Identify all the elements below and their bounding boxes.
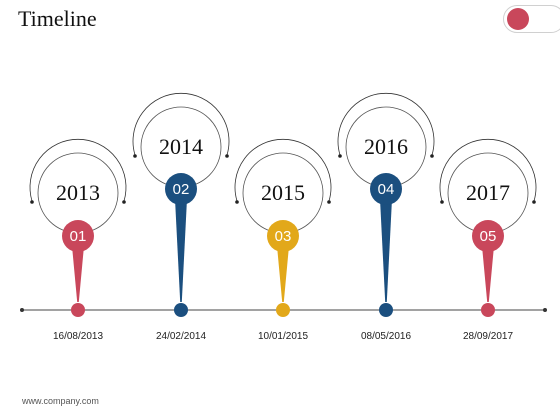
year-label: 2016 [364,134,408,159]
arc-dot-right [122,200,126,204]
arc-dot-right [225,154,229,158]
pin-stem [277,246,289,302]
milestone-1: 2013 01 16/08/2013 [29,138,127,342]
arc-dot-left [235,200,239,204]
milestone-number: 04 [378,181,395,198]
milestone-3: 2015 03 10/01/2015 [234,138,332,342]
toggle-switch[interactable] [503,5,560,33]
milestone-number: 01 [70,228,87,245]
milestone-date: 16/08/2013 [53,331,103,342]
milestone-number: 02 [173,181,190,198]
arc-dot-left [30,200,34,204]
axis-dot [276,303,290,317]
pin-head [165,173,197,205]
milestone-date: 08/05/2016 [361,331,411,342]
page-title: Timeline [18,6,97,31]
arc-dot-left [133,154,137,158]
pin-stem [72,246,84,302]
arc-dot-right [532,200,536,204]
axis-end-right [543,308,547,312]
outer-arc [234,138,332,202]
axis-dot [481,303,495,317]
milestone-date: 10/01/2015 [258,331,308,342]
arc-dot-left [338,154,342,158]
year-label: 2015 [261,180,305,205]
milestone-4: 2016 04 08/05/2016 [337,92,435,342]
pin-stem [380,199,392,302]
milestone-number: 03 [275,228,292,245]
arc-dot-right [430,154,434,158]
axis-dot [379,303,393,317]
milestone-2: 2014 02 24/02/2014 [132,92,230,342]
year-label: 2017 [466,180,510,205]
milestone-date: 28/09/2017 [463,331,513,342]
toggle-knob[interactable] [507,8,529,30]
milestone-5: 2017 05 28/09/2017 [439,138,537,342]
arc-dot-right [327,200,331,204]
pin-head [472,220,504,252]
year-label: 2013 [56,180,100,205]
footer-url: www.company.com [22,396,99,406]
pin-head [62,220,94,252]
milestone-date: 24/02/2014 [156,331,206,342]
axis-end-left [20,308,24,312]
outer-arc [132,92,230,156]
pin-stem [482,246,494,302]
axis-dot [174,303,188,317]
year-label: 2014 [159,134,203,159]
outer-arc [439,138,537,202]
axis-dot [71,303,85,317]
pin-head [370,173,402,205]
outer-arc [337,92,435,156]
pin-head [267,220,299,252]
milestone-number: 05 [480,228,497,245]
pin-stem [175,199,187,302]
arc-dot-left [440,200,444,204]
outer-arc [29,138,127,202]
